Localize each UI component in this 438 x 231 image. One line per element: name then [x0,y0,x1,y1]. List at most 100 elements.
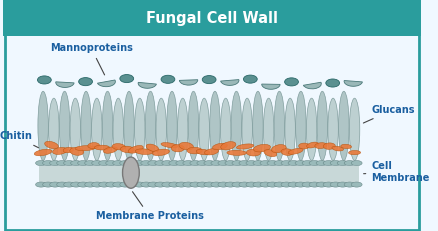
Ellipse shape [190,182,200,187]
Ellipse shape [273,182,284,187]
Wedge shape [138,82,156,88]
Ellipse shape [190,161,200,166]
Text: Fungal Cell Wall: Fungal Cell Wall [146,11,278,25]
Ellipse shape [217,182,228,187]
Ellipse shape [120,75,133,83]
Ellipse shape [71,161,81,166]
Ellipse shape [183,161,193,166]
Ellipse shape [287,182,298,187]
Ellipse shape [85,161,95,166]
Ellipse shape [220,142,235,150]
Ellipse shape [253,144,270,152]
Ellipse shape [169,161,179,166]
Ellipse shape [301,161,312,166]
Ellipse shape [220,98,230,161]
Ellipse shape [331,146,343,151]
Ellipse shape [162,161,172,166]
Ellipse shape [155,161,165,166]
Ellipse shape [134,161,145,166]
Ellipse shape [128,146,143,153]
Ellipse shape [338,91,348,161]
Ellipse shape [204,149,218,155]
Ellipse shape [252,182,263,187]
Ellipse shape [224,161,235,166]
Ellipse shape [134,182,145,187]
Wedge shape [179,80,197,85]
Ellipse shape [103,147,117,153]
Ellipse shape [322,182,333,187]
Ellipse shape [209,91,220,161]
Ellipse shape [38,91,48,161]
Ellipse shape [78,161,88,166]
Wedge shape [343,81,362,86]
Ellipse shape [252,91,262,161]
Ellipse shape [246,149,260,156]
Ellipse shape [92,161,102,166]
Ellipse shape [241,98,252,161]
Ellipse shape [280,149,293,155]
Ellipse shape [294,161,305,166]
Ellipse shape [64,182,74,187]
Ellipse shape [350,182,361,187]
Ellipse shape [183,182,193,187]
Ellipse shape [198,98,209,161]
Ellipse shape [141,161,151,166]
Ellipse shape [127,161,138,166]
Ellipse shape [49,161,60,166]
Ellipse shape [266,161,277,166]
Ellipse shape [238,161,249,166]
Ellipse shape [124,91,134,161]
Ellipse shape [161,143,177,148]
Ellipse shape [102,91,113,161]
Ellipse shape [252,161,263,166]
Ellipse shape [35,161,46,166]
Ellipse shape [236,144,253,149]
Bar [4,0,420,36]
Ellipse shape [349,98,359,161]
Ellipse shape [314,143,326,149]
Wedge shape [303,82,321,89]
Ellipse shape [350,161,361,166]
Ellipse shape [152,149,169,156]
Ellipse shape [306,98,316,161]
Ellipse shape [259,161,270,166]
Ellipse shape [120,146,134,152]
Ellipse shape [161,75,174,83]
Ellipse shape [245,182,256,187]
Ellipse shape [336,182,347,187]
Ellipse shape [263,150,276,157]
Ellipse shape [37,76,51,84]
Ellipse shape [148,161,158,166]
Ellipse shape [231,182,242,187]
Ellipse shape [231,161,242,166]
Ellipse shape [127,182,138,187]
Ellipse shape [85,182,95,187]
Ellipse shape [106,161,117,166]
Ellipse shape [263,98,273,161]
Ellipse shape [148,182,158,187]
Ellipse shape [273,161,284,166]
Ellipse shape [78,182,88,187]
Ellipse shape [306,142,318,148]
Ellipse shape [176,161,186,166]
Ellipse shape [243,75,257,83]
Ellipse shape [162,182,172,187]
Ellipse shape [204,161,214,166]
Ellipse shape [135,149,153,155]
Ellipse shape [75,146,95,151]
Ellipse shape [298,143,309,149]
Ellipse shape [113,98,123,161]
Ellipse shape [88,143,99,149]
Ellipse shape [49,98,59,161]
Ellipse shape [217,161,228,166]
Ellipse shape [141,182,151,187]
Ellipse shape [176,182,186,187]
Ellipse shape [49,182,60,187]
Ellipse shape [316,91,327,161]
Wedge shape [97,80,115,87]
Ellipse shape [177,98,187,161]
Wedge shape [261,84,279,89]
Ellipse shape [71,182,81,187]
Ellipse shape [53,147,67,155]
Ellipse shape [284,78,298,86]
